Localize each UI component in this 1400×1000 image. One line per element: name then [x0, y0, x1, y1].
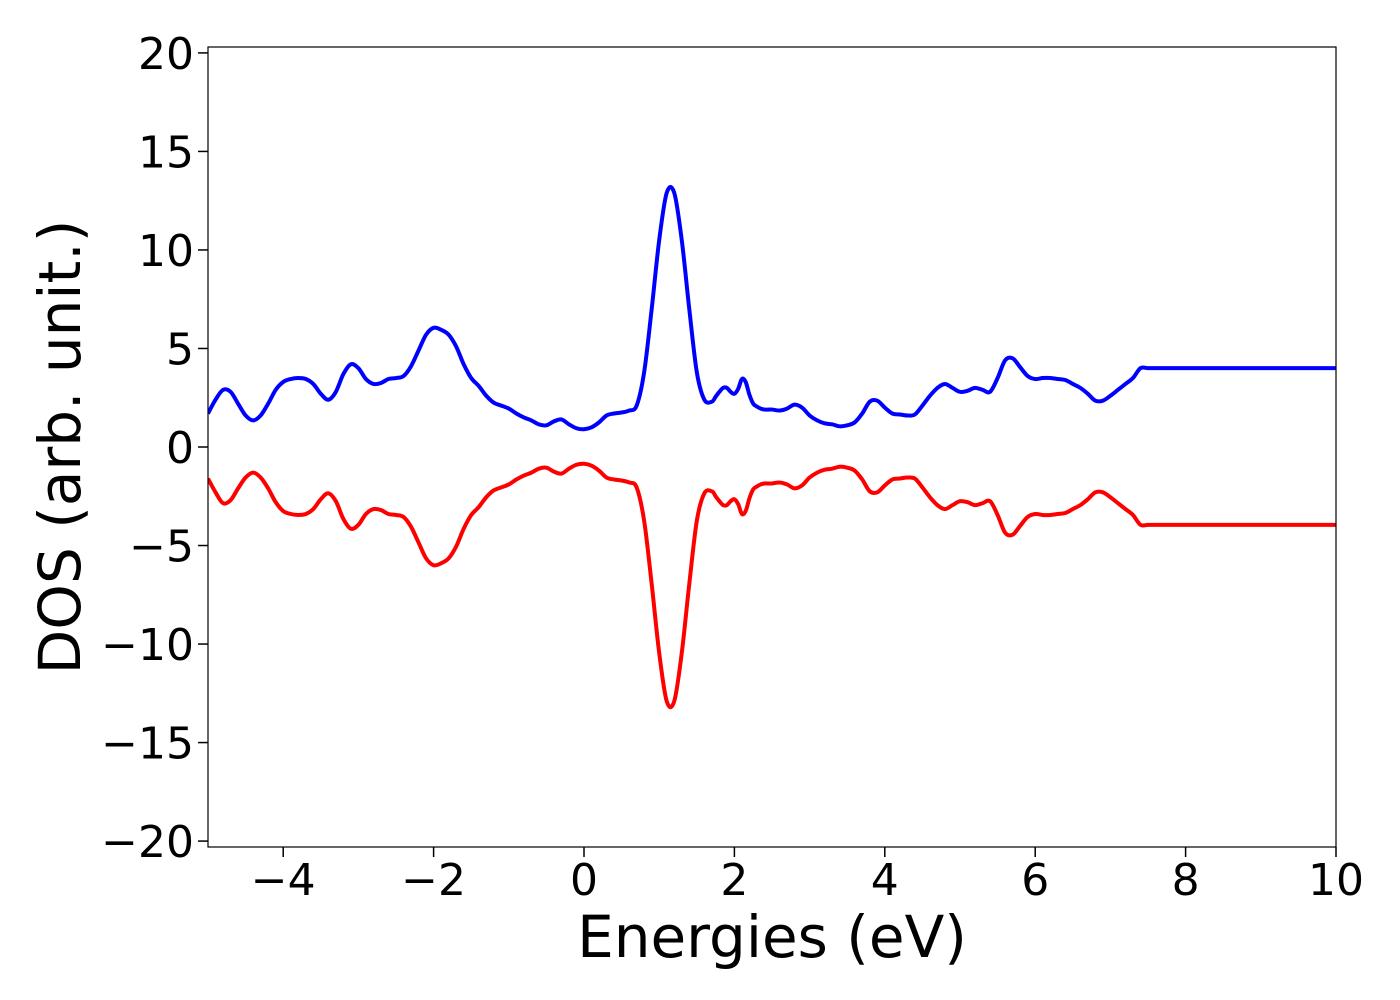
x-axis-ticks: −4 −2 0 2 4 6 8 10	[251, 847, 1364, 906]
y-tick-label: −10	[101, 620, 194, 671]
y-tick-label: −5	[129, 522, 194, 573]
x-tick-label: 2	[720, 855, 748, 906]
x-tick-label: −4	[251, 855, 316, 906]
x-tick-label: 6	[1021, 855, 1049, 906]
x-tick-label: 4	[871, 855, 899, 906]
y-tick-label: 10	[138, 226, 194, 277]
x-tick-label: 10	[1308, 855, 1364, 906]
x-tick-label: −2	[401, 855, 466, 906]
y-tick-label: −20	[101, 817, 194, 868]
dos-series-line-positive	[208, 184, 1336, 432]
y-tick-label: 5	[166, 324, 194, 375]
dos-series-line-negative	[208, 461, 1336, 710]
x-axis-label: Energies (eV)	[577, 903, 967, 971]
series-layer	[208, 184, 1336, 710]
x-tick-label: 8	[1172, 855, 1200, 906]
y-axis-label: DOS (arb. unit.)	[26, 220, 94, 675]
y-tick-label: −15	[101, 719, 194, 770]
y-tick-label: 0	[166, 423, 194, 474]
y-axis-ticks: 20 15 10 5 0 −5 −10 −15 −20	[101, 29, 208, 868]
y-tick-label: 20	[138, 29, 194, 80]
y-tick-label: 15	[138, 127, 194, 178]
x-tick-label: 0	[570, 855, 598, 906]
